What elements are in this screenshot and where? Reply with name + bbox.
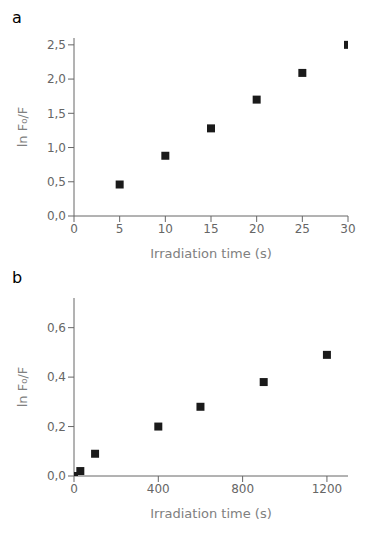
html-text:b: b [12, 268, 23, 287]
svg-text:20: 20 [249, 222, 264, 236]
svg-text:25: 25 [295, 222, 310, 236]
svg-text:30: 30 [340, 222, 355, 236]
svg-text:2,0: 2,0 [47, 72, 66, 86]
svg-text:Irradiation time (s): Irradiation time (s) [150, 506, 272, 521]
svg-text:0,2: 0,2 [47, 420, 66, 434]
svg-text:0,4: 0,4 [47, 370, 66, 384]
svg-text:ln F₀/F: ln F₀/F [15, 367, 30, 408]
svg-text:0,0: 0,0 [47, 209, 66, 223]
svg-text:0,0: 0,0 [47, 469, 66, 483]
svg-text:0: 0 [70, 222, 78, 236]
svg-text:400: 400 [147, 482, 170, 496]
svg-text:5: 5 [116, 222, 124, 236]
svg-text:ln F₀/F: ln F₀/F [15, 107, 30, 148]
svg-text:800: 800 [231, 482, 254, 496]
svg-text:1,0: 1,0 [47, 141, 66, 155]
svg-text:2,5: 2,5 [47, 38, 66, 52]
svg-text:0: 0 [70, 482, 78, 496]
svg-text:10: 10 [158, 222, 173, 236]
svg-text:1,5: 1,5 [47, 107, 66, 121]
svg-text:0,5: 0,5 [47, 175, 66, 189]
svg-text:0,6: 0,6 [47, 321, 66, 335]
html-text:a: a [12, 8, 22, 27]
svg-text:Irradiation time (s): Irradiation time (s) [150, 246, 272, 261]
svg-text:1200: 1200 [312, 482, 343, 496]
svg-text:15: 15 [203, 222, 218, 236]
